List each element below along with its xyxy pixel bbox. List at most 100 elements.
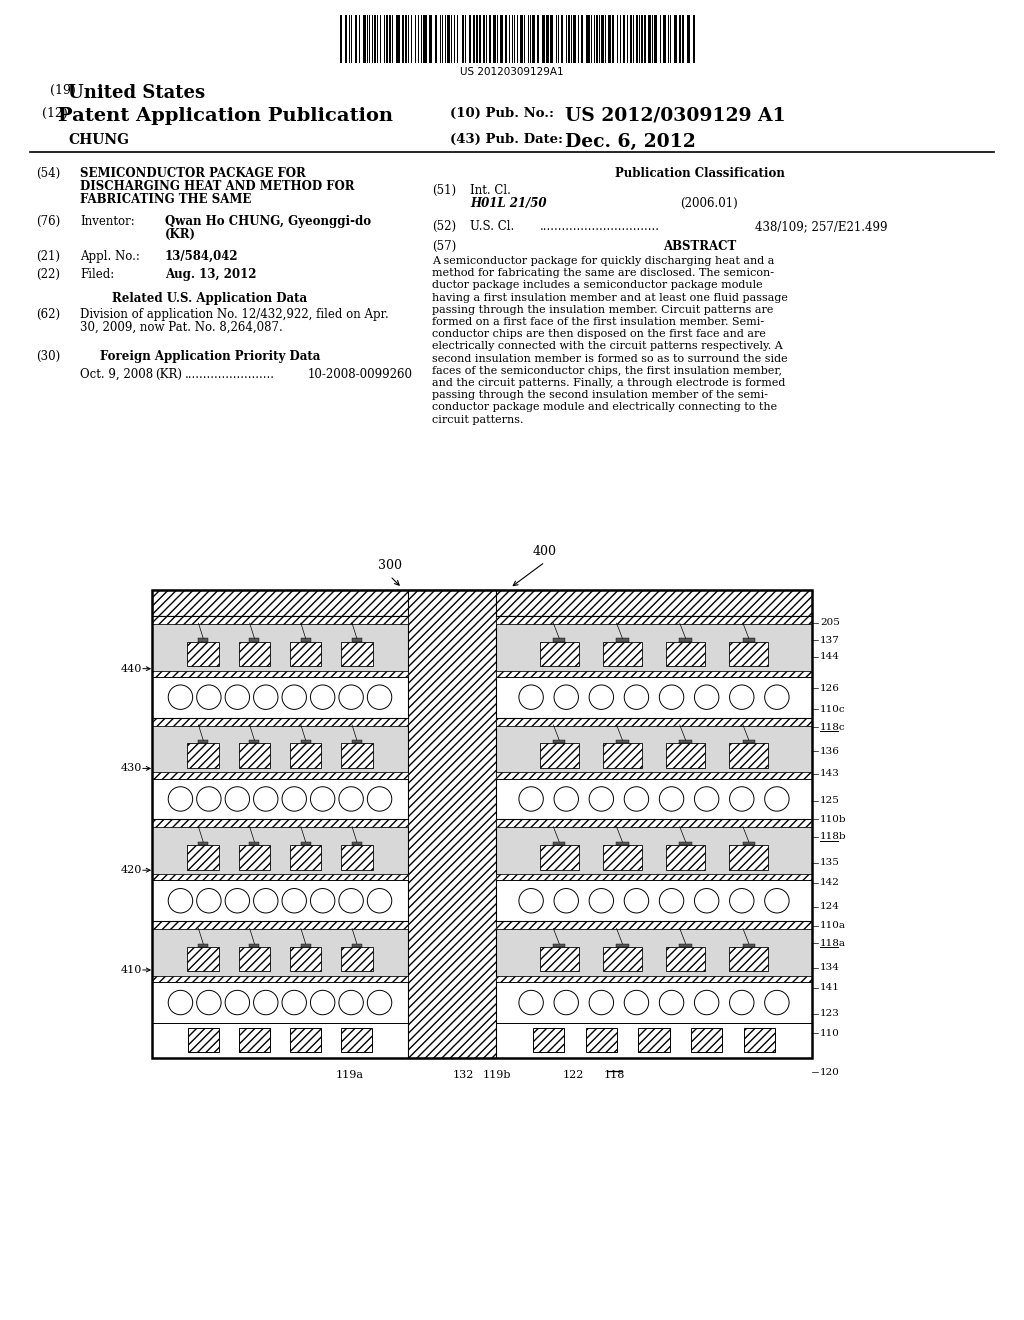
Bar	[300, 639, 310, 642]
Bar	[607, 15, 611, 63]
Text: Foreign Application Priority Data: Foreign Application Priority Data	[99, 350, 321, 363]
Text: FABRICATING THE SAME: FABRICATING THE SAME	[80, 193, 251, 206]
Bar	[408, 590, 496, 1059]
Bar	[239, 1028, 269, 1052]
Bar	[666, 946, 706, 972]
Bar	[152, 929, 408, 975]
Bar	[603, 946, 642, 972]
Bar	[469, 15, 470, 63]
Bar	[341, 845, 373, 870]
Text: Filed:: Filed:	[80, 268, 115, 281]
Text: 110c: 110c	[820, 705, 846, 714]
Bar	[249, 639, 259, 642]
Bar	[423, 15, 427, 63]
Text: 118: 118	[603, 1071, 625, 1080]
Bar	[729, 743, 768, 768]
Bar	[651, 15, 653, 63]
Bar	[591, 15, 592, 63]
Text: Int. Cl.: Int. Cl.	[470, 183, 511, 197]
Bar	[198, 741, 208, 743]
Bar	[500, 15, 503, 63]
Text: Related U.S. Application Data: Related U.S. Application Data	[113, 292, 307, 305]
Text: Aug. 13, 2012: Aug. 13, 2012	[165, 268, 256, 281]
Text: 110a: 110a	[820, 921, 846, 931]
Bar	[666, 845, 706, 870]
Text: CHUNG: CHUNG	[68, 133, 129, 147]
Text: 126: 126	[820, 684, 840, 693]
Bar	[505, 15, 507, 63]
Bar	[374, 15, 376, 63]
Text: Patent Application Publication: Patent Application Publication	[58, 107, 393, 125]
Bar	[612, 15, 614, 63]
Bar	[742, 741, 755, 743]
Text: 430: 430	[121, 763, 142, 774]
Bar	[743, 1028, 775, 1052]
Bar	[496, 929, 812, 975]
Bar	[444, 15, 446, 63]
Bar	[674, 15, 677, 63]
Bar	[351, 842, 361, 845]
Bar	[429, 15, 432, 63]
Bar	[152, 975, 408, 982]
Text: US 2012/0309129 A1: US 2012/0309129 A1	[565, 107, 785, 125]
Bar	[152, 772, 408, 779]
Text: US 20120309129A1: US 20120309129A1	[460, 67, 564, 77]
Bar	[596, 15, 597, 63]
Bar	[654, 15, 657, 63]
Bar	[644, 15, 646, 63]
Bar	[666, 642, 706, 667]
Bar	[187, 743, 219, 768]
Bar	[340, 15, 341, 63]
Bar	[362, 15, 366, 63]
Text: DISCHARGING HEAT AND METHOD FOR: DISCHARGING HEAT AND METHOD FOR	[80, 180, 354, 193]
Text: having a first insulation member and at least one fluid passage: having a first insulation member and at …	[432, 293, 787, 302]
Text: 420: 420	[121, 865, 142, 875]
Text: method for fabricating the same are disclosed. The semicon-: method for fabricating the same are disc…	[432, 268, 774, 279]
Bar	[152, 677, 408, 718]
Text: (54): (54)	[36, 168, 60, 180]
Bar	[496, 921, 812, 929]
Text: United States: United States	[68, 84, 205, 102]
Text: 142: 142	[820, 878, 840, 887]
Bar	[351, 944, 361, 946]
Text: (22): (22)	[36, 268, 60, 281]
Bar	[300, 741, 310, 743]
Bar	[404, 15, 407, 63]
Bar	[496, 624, 812, 671]
Bar	[540, 642, 579, 667]
Bar	[679, 741, 692, 743]
Bar	[586, 1028, 617, 1052]
Bar	[152, 820, 408, 828]
Bar	[742, 639, 755, 642]
Bar	[418, 15, 419, 63]
Bar	[187, 946, 219, 972]
Bar	[152, 1023, 408, 1059]
Bar	[493, 15, 496, 63]
Bar	[341, 946, 373, 972]
Text: Appl. No.:: Appl. No.:	[80, 249, 140, 263]
Bar	[573, 15, 575, 63]
Text: 137: 137	[820, 635, 840, 644]
Bar	[152, 779, 408, 820]
Bar	[679, 15, 681, 63]
Text: second insulation member is formed so as to surround the side: second insulation member is formed so as…	[432, 354, 787, 363]
Bar	[290, 1028, 321, 1052]
Bar	[351, 639, 361, 642]
Text: 30, 2009, now Pat. No. 8,264,087.: 30, 2009, now Pat. No. 8,264,087.	[80, 321, 283, 334]
Bar	[496, 820, 812, 828]
Bar	[187, 642, 219, 667]
Text: 118b: 118b	[820, 832, 847, 841]
Bar	[540, 946, 579, 972]
Bar	[290, 845, 322, 870]
Bar	[152, 615, 408, 624]
Text: 13/584,042: 13/584,042	[165, 249, 239, 263]
Bar	[341, 743, 373, 768]
Bar	[687, 15, 690, 63]
Text: (62): (62)	[36, 308, 60, 321]
Text: circuit patterns.: circuit patterns.	[432, 414, 523, 425]
Text: (2006.01): (2006.01)	[680, 197, 737, 210]
Bar	[537, 15, 539, 63]
Bar	[249, 842, 259, 845]
Text: faces of the semiconductor chips, the first insulation member,: faces of the semiconductor chips, the fi…	[432, 366, 782, 376]
Bar	[691, 1028, 723, 1052]
